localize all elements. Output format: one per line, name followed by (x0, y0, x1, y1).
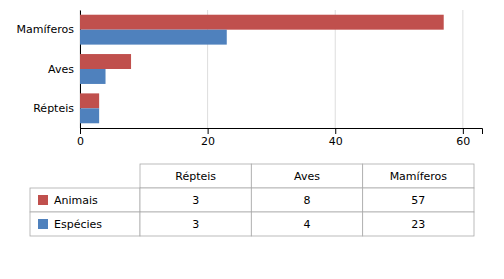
table-header: Mamíferos (390, 170, 448, 183)
table-cell (140, 164, 251, 188)
x-tick-label: 0 (77, 135, 84, 148)
table-row-label: Espécies (54, 218, 102, 231)
table-value: 3 (192, 194, 199, 207)
y-tick: Répteis (33, 102, 74, 115)
bars-clip (80, 15, 444, 124)
table-cell (251, 164, 362, 188)
table-header: Aves (294, 170, 320, 183)
x-tick-mark (208, 128, 209, 134)
y-tick: Aves (48, 63, 74, 76)
bar (80, 30, 227, 45)
bars (80, 15, 444, 124)
table-value: 4 (304, 218, 311, 231)
x-tick: 60 (456, 128, 470, 148)
chart-container: 0 20 40 60 Répteis Aves Mamíferos Répteis Aves Ma… (0, 0, 504, 279)
table-cell (30, 212, 140, 236)
bar (80, 54, 131, 69)
grid (80, 10, 463, 128)
x-tick-label: 40 (329, 135, 343, 148)
bar (80, 69, 106, 84)
x-tick: 20 (201, 128, 215, 148)
table-value: 57 (411, 194, 425, 207)
legend-swatch (38, 219, 48, 229)
table-value: 8 (304, 194, 311, 207)
x-tick: 0 (77, 128, 84, 148)
legend-swatch (38, 195, 48, 205)
table-header: Répteis (175, 170, 216, 183)
bar (80, 108, 99, 123)
bar (80, 93, 99, 108)
table-value: 23 (411, 218, 425, 231)
y-tick-label: Mamíferos (17, 23, 75, 36)
y-tick-label: Répteis (33, 102, 74, 115)
table-value: 3 (192, 218, 199, 231)
table-cell (363, 212, 474, 236)
y-tick: Mamíferos (17, 23, 75, 36)
plot: 0 20 40 60 Répteis Aves Mamíferos (17, 10, 483, 148)
table-cell (251, 188, 362, 212)
x-tick-label: 60 (456, 135, 470, 148)
y-axis: Répteis Aves Mamíferos (17, 11, 81, 129)
table-cell (251, 212, 362, 236)
table-row-label: Animais (54, 194, 98, 207)
table-cell (140, 188, 251, 212)
data-table: Répteis Aves Mamíferos Animais 3 8 57 Espécies 3… (30, 164, 474, 236)
bar (80, 15, 444, 30)
table-cell (140, 212, 251, 236)
y-tick-label: Aves (48, 63, 74, 76)
x-tick: 40 (329, 128, 343, 148)
x-tick-mark (335, 128, 336, 134)
grid-line (462, 10, 463, 128)
table-cell (30, 188, 140, 212)
x-axis: 0 20 40 60 (77, 128, 483, 148)
table-cell (363, 188, 474, 212)
x-tick-label: 20 (201, 135, 215, 148)
chart-svg: 0 20 40 60 Répteis Aves Mamíferos Répteis Aves Ma… (0, 0, 504, 279)
x-tick-mark (463, 128, 464, 134)
x-axis-line (81, 129, 483, 135)
table-cell (363, 164, 474, 188)
x-tick-mark (80, 128, 81, 134)
